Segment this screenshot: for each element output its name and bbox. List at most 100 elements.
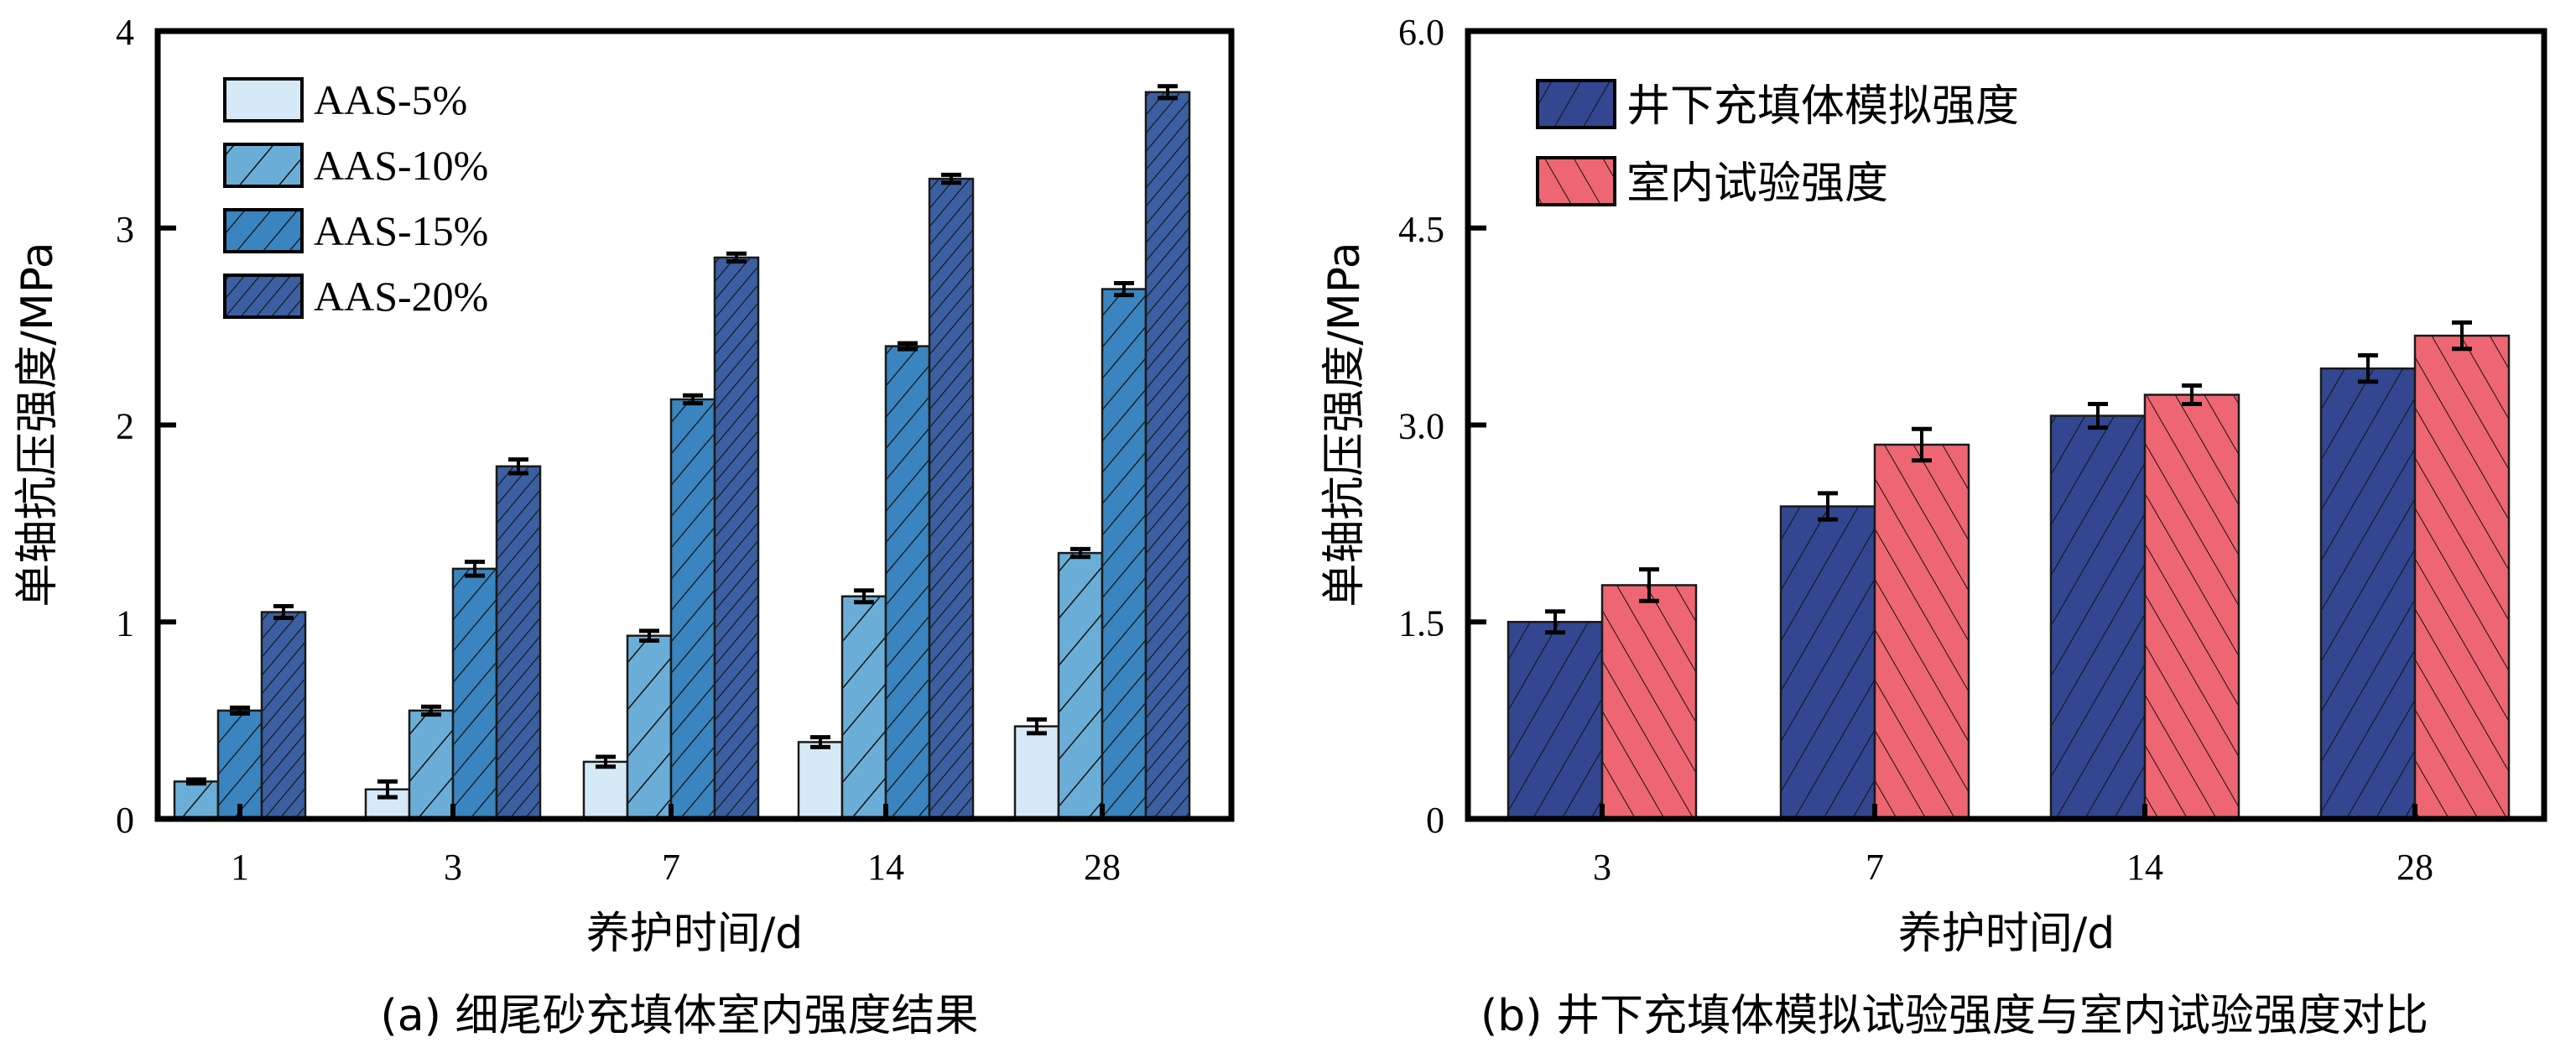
error-bar-a-AAS-5%-7 [596, 754, 616, 769]
error-bar-b-室内试验强度-28 [2452, 320, 2472, 352]
bar-hatch [1508, 622, 1602, 819]
legend-item-室内试验强度: 室内试验强度 [1536, 156, 1888, 209]
error-bar-a-AAS-5%-14 [810, 735, 830, 749]
panel-a-caption: (a) 细尾砂充填体室内强度结果 [381, 991, 979, 1041]
x-tick-label: 3 [1593, 847, 1611, 888]
bar-hatch [886, 346, 929, 820]
bar-hatch [929, 179, 973, 819]
legend-swatch-hatch [1538, 158, 1615, 205]
legend-swatch-outline [223, 77, 304, 123]
legend-item-AAS-5%: AAS-5% [223, 76, 467, 123]
error-bar-b-井下充填体模拟强度-3 [1545, 609, 1565, 635]
error-bar-b-室内试验强度-7 [1912, 426, 1932, 463]
error-bar-a-AAS-15%-14 [898, 341, 918, 352]
x-tick-label: 7 [662, 847, 680, 888]
legend-swatch [225, 79, 302, 121]
error-bar-a-AAS-5%-3 [377, 779, 398, 800]
bar-hatch [2321, 368, 2415, 820]
bar-hatch [627, 635, 671, 819]
legend-label: AAS-5% [314, 76, 467, 123]
bar-hatch [409, 710, 453, 819]
error-bar-a-AAS-10%-1 [186, 777, 206, 786]
y-tick-label: 4.5 [1398, 209, 1444, 250]
panel-b-bars [1507, 320, 2511, 821]
error-bar-b-井下充填体模拟强度-28 [2358, 353, 2378, 384]
bar-hatch [174, 781, 218, 819]
legend-swatch-hatch [225, 210, 302, 252]
error-bar-a-AAS-20%-28 [1158, 84, 1178, 101]
legend-label: AAS-15% [314, 207, 488, 254]
x-tick-label: 28 [1084, 847, 1121, 888]
bar-hatch [2051, 415, 2145, 819]
legend-label: 井下充填体模拟强度 [1626, 81, 2019, 132]
bar-hatch [1102, 289, 1146, 820]
error-bar-a-AAS-15%-3 [465, 560, 485, 578]
y-tick-label: 4 [116, 12, 134, 53]
error-bar-a-AAS-20%-1 [273, 603, 294, 621]
legend-item-AAS-10%: AAS-10% [223, 142, 488, 189]
bar-hatch [1059, 553, 1102, 819]
bar-hatch [1146, 91, 1189, 819]
legend-swatch-outline [223, 274, 304, 319]
panel-a-legend: AAS-5% AAS-10% AAS-15% AAS-20% [223, 76, 488, 320]
legend-swatch-outline [223, 143, 304, 188]
x-tick-label: 14 [867, 847, 904, 888]
bar-a-AAS-5%-7 [584, 761, 627, 819]
bar-hatch [715, 257, 758, 819]
panel-b-y-axis-title: 单轴抗压强度/MPa [1319, 242, 1370, 607]
x-tick-label: 14 [2126, 847, 2163, 888]
error-bar-a-AAS-20%-3 [508, 457, 528, 476]
bar-hatch [1875, 444, 1969, 819]
error-bar-a-AAS-10%-14 [854, 588, 874, 605]
legend-swatch-outline [1536, 79, 1616, 129]
bar-a-AAS-5%-28 [1015, 726, 1059, 819]
legend-item-AAS-20%: AAS-20% [223, 273, 488, 320]
panel-b-x-axis-title: 养护时间/d [1898, 909, 2115, 959]
error-bar-a-AAS-10%-7 [639, 628, 659, 644]
error-bar-a-AAS-15%-7 [683, 393, 703, 406]
error-bar-a-AAS-20%-14 [941, 172, 961, 185]
legend-swatch-outline [223, 208, 304, 253]
bar-a-AAS-5%-14 [799, 742, 842, 819]
error-bar-a-AAS-20%-7 [726, 251, 747, 264]
bar-hatch [671, 399, 715, 819]
error-bar-a-AAS-15%-1 [230, 705, 250, 716]
legend-swatch-hatch [1538, 81, 1615, 128]
error-bar-a-AAS-10%-28 [1070, 546, 1090, 560]
error-bar-b-井下充填体模拟强度-14 [2088, 401, 2108, 430]
bar-hatch [453, 568, 497, 819]
y-tick-label: 3 [116, 209, 134, 250]
y-tick-label: 0 [116, 800, 134, 841]
bar-hatch [2415, 336, 2509, 820]
legend-swatch-hatch [225, 275, 302, 317]
panel-b-caption: (b) 井下充填体模拟试验强度与室内试验强度对比 [1481, 991, 2428, 1041]
panel-a-bars [173, 84, 1191, 821]
legend-label: AAS-20% [314, 273, 488, 320]
bar-hatch [262, 612, 305, 819]
x-tick-label: 7 [1866, 847, 1884, 888]
error-bar-a-AAS-15%-28 [1114, 280, 1134, 298]
bar-hatch [842, 596, 886, 819]
error-bar-b-室内试验强度-14 [2182, 383, 2202, 406]
panel-b-y-ticks: 0 1.5 3.0 4.5 6.0 [1398, 12, 1486, 841]
error-bar-a-AAS-10%-3 [421, 704, 441, 717]
legend-item-AAS-15%: AAS-15% [223, 207, 488, 254]
y-tick-label: 3.0 [1398, 406, 1444, 447]
x-tick-label: 1 [231, 847, 249, 888]
bar-hatch [1781, 506, 1875, 819]
bar-hatch [497, 466, 540, 819]
panel-a-y-axis-title: 单轴抗压强度/MPa [13, 242, 63, 607]
legend-label: 室内试验强度 [1626, 159, 1888, 209]
x-tick-label: 28 [2396, 847, 2433, 888]
y-tick-label: 0 [1426, 800, 1444, 841]
y-tick-label: 1 [116, 602, 134, 644]
legend-swatch-outline [1536, 156, 1616, 206]
panel-b-x-ticks: 3 7 14 28 [1593, 804, 2433, 888]
y-tick-label: 1.5 [1398, 602, 1444, 644]
panel-a-y-ticks: 0 1 2 3 4 [116, 12, 176, 841]
y-tick-label: 6.0 [1398, 12, 1444, 53]
panel-a-x-axis-title: 养护时间/d [586, 909, 804, 959]
